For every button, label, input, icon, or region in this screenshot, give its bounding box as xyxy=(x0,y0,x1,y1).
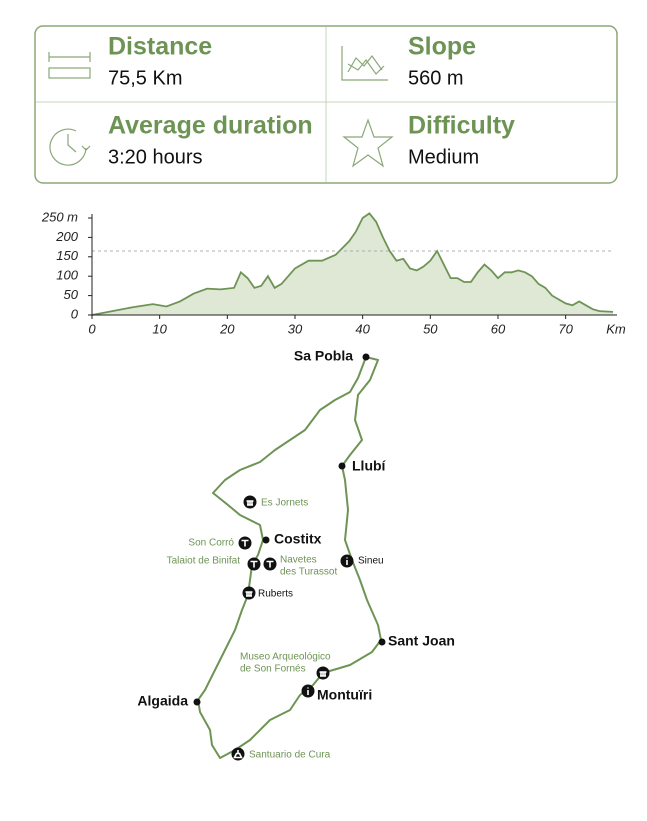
x-tick-label: 20 xyxy=(219,321,235,336)
stat-label: Slope xyxy=(408,33,476,61)
slope-icon xyxy=(341,46,388,81)
y-tick-label: 100 xyxy=(56,268,78,283)
stats-box xyxy=(34,25,618,184)
icon-glyph xyxy=(245,591,253,597)
place-label: Llubí xyxy=(352,458,387,474)
route xyxy=(197,356,382,759)
y-tick-label: 150 xyxy=(56,248,78,263)
place-dot xyxy=(378,638,386,646)
stat-value: 560 m xyxy=(408,67,464,89)
place-dot xyxy=(362,353,370,361)
y-tick-label: 0 xyxy=(71,306,79,321)
place-label: Santuario de Cura xyxy=(249,750,331,761)
stat-label: Difficulty xyxy=(408,112,515,140)
x-tick-label: 70 xyxy=(558,321,573,336)
stat-value: Medium xyxy=(408,146,479,168)
line xyxy=(91,212,614,316)
place-label: Sa Pobla xyxy=(294,348,353,364)
stat-value: 75,5 Km xyxy=(108,67,182,89)
star-icon xyxy=(342,118,394,168)
distance-icon xyxy=(48,52,91,79)
icon-glyph xyxy=(266,560,274,568)
x-tick-label: 0 xyxy=(88,321,96,336)
icon-glyph xyxy=(233,750,243,759)
area xyxy=(92,213,613,315)
place-label: des Turassot xyxy=(280,567,337,578)
clock-icon xyxy=(49,128,91,166)
icon-glyph xyxy=(241,539,249,547)
place-label: Sineu xyxy=(358,556,384,567)
x-tick-label: 40 xyxy=(355,321,370,336)
place-label: Es Jornets xyxy=(261,498,308,509)
icon-glyph xyxy=(250,560,258,568)
y-tick-label: 50 xyxy=(64,287,79,302)
place-dot xyxy=(262,536,270,544)
x-tick-label: 60 xyxy=(491,321,506,336)
x-tick-label: 10 xyxy=(152,321,167,336)
x-tick-label: 50 xyxy=(423,321,438,336)
y-tick-label: 200 xyxy=(55,229,78,244)
y-tick-label: 250 m xyxy=(41,209,78,224)
place-label: Algaida xyxy=(137,693,188,709)
icon-glyph xyxy=(319,671,327,677)
stat-label: Average duration xyxy=(108,112,313,140)
place-label: Costitx xyxy=(274,531,322,547)
place-label: Sant Joan xyxy=(388,633,455,649)
place-dot xyxy=(338,462,346,470)
icon-glyph xyxy=(246,500,254,506)
place-label: Montuïri xyxy=(317,687,372,703)
stat-label: Distance xyxy=(108,33,212,61)
place-label: Museo Arqueológico xyxy=(240,652,331,663)
x-tick-label: 30 xyxy=(288,321,303,336)
stat-value: 3:20 hours xyxy=(108,146,203,168)
place-label: Ruberts xyxy=(258,589,293,600)
place-label: de Son Fornés xyxy=(240,664,306,675)
place-label: Son Corró xyxy=(188,538,234,549)
place-dot xyxy=(193,698,201,706)
x-axis-label: Km xyxy=(606,321,626,336)
place-label: Navetes xyxy=(280,555,317,566)
place-label: Talaiot de Binifat xyxy=(167,556,241,567)
